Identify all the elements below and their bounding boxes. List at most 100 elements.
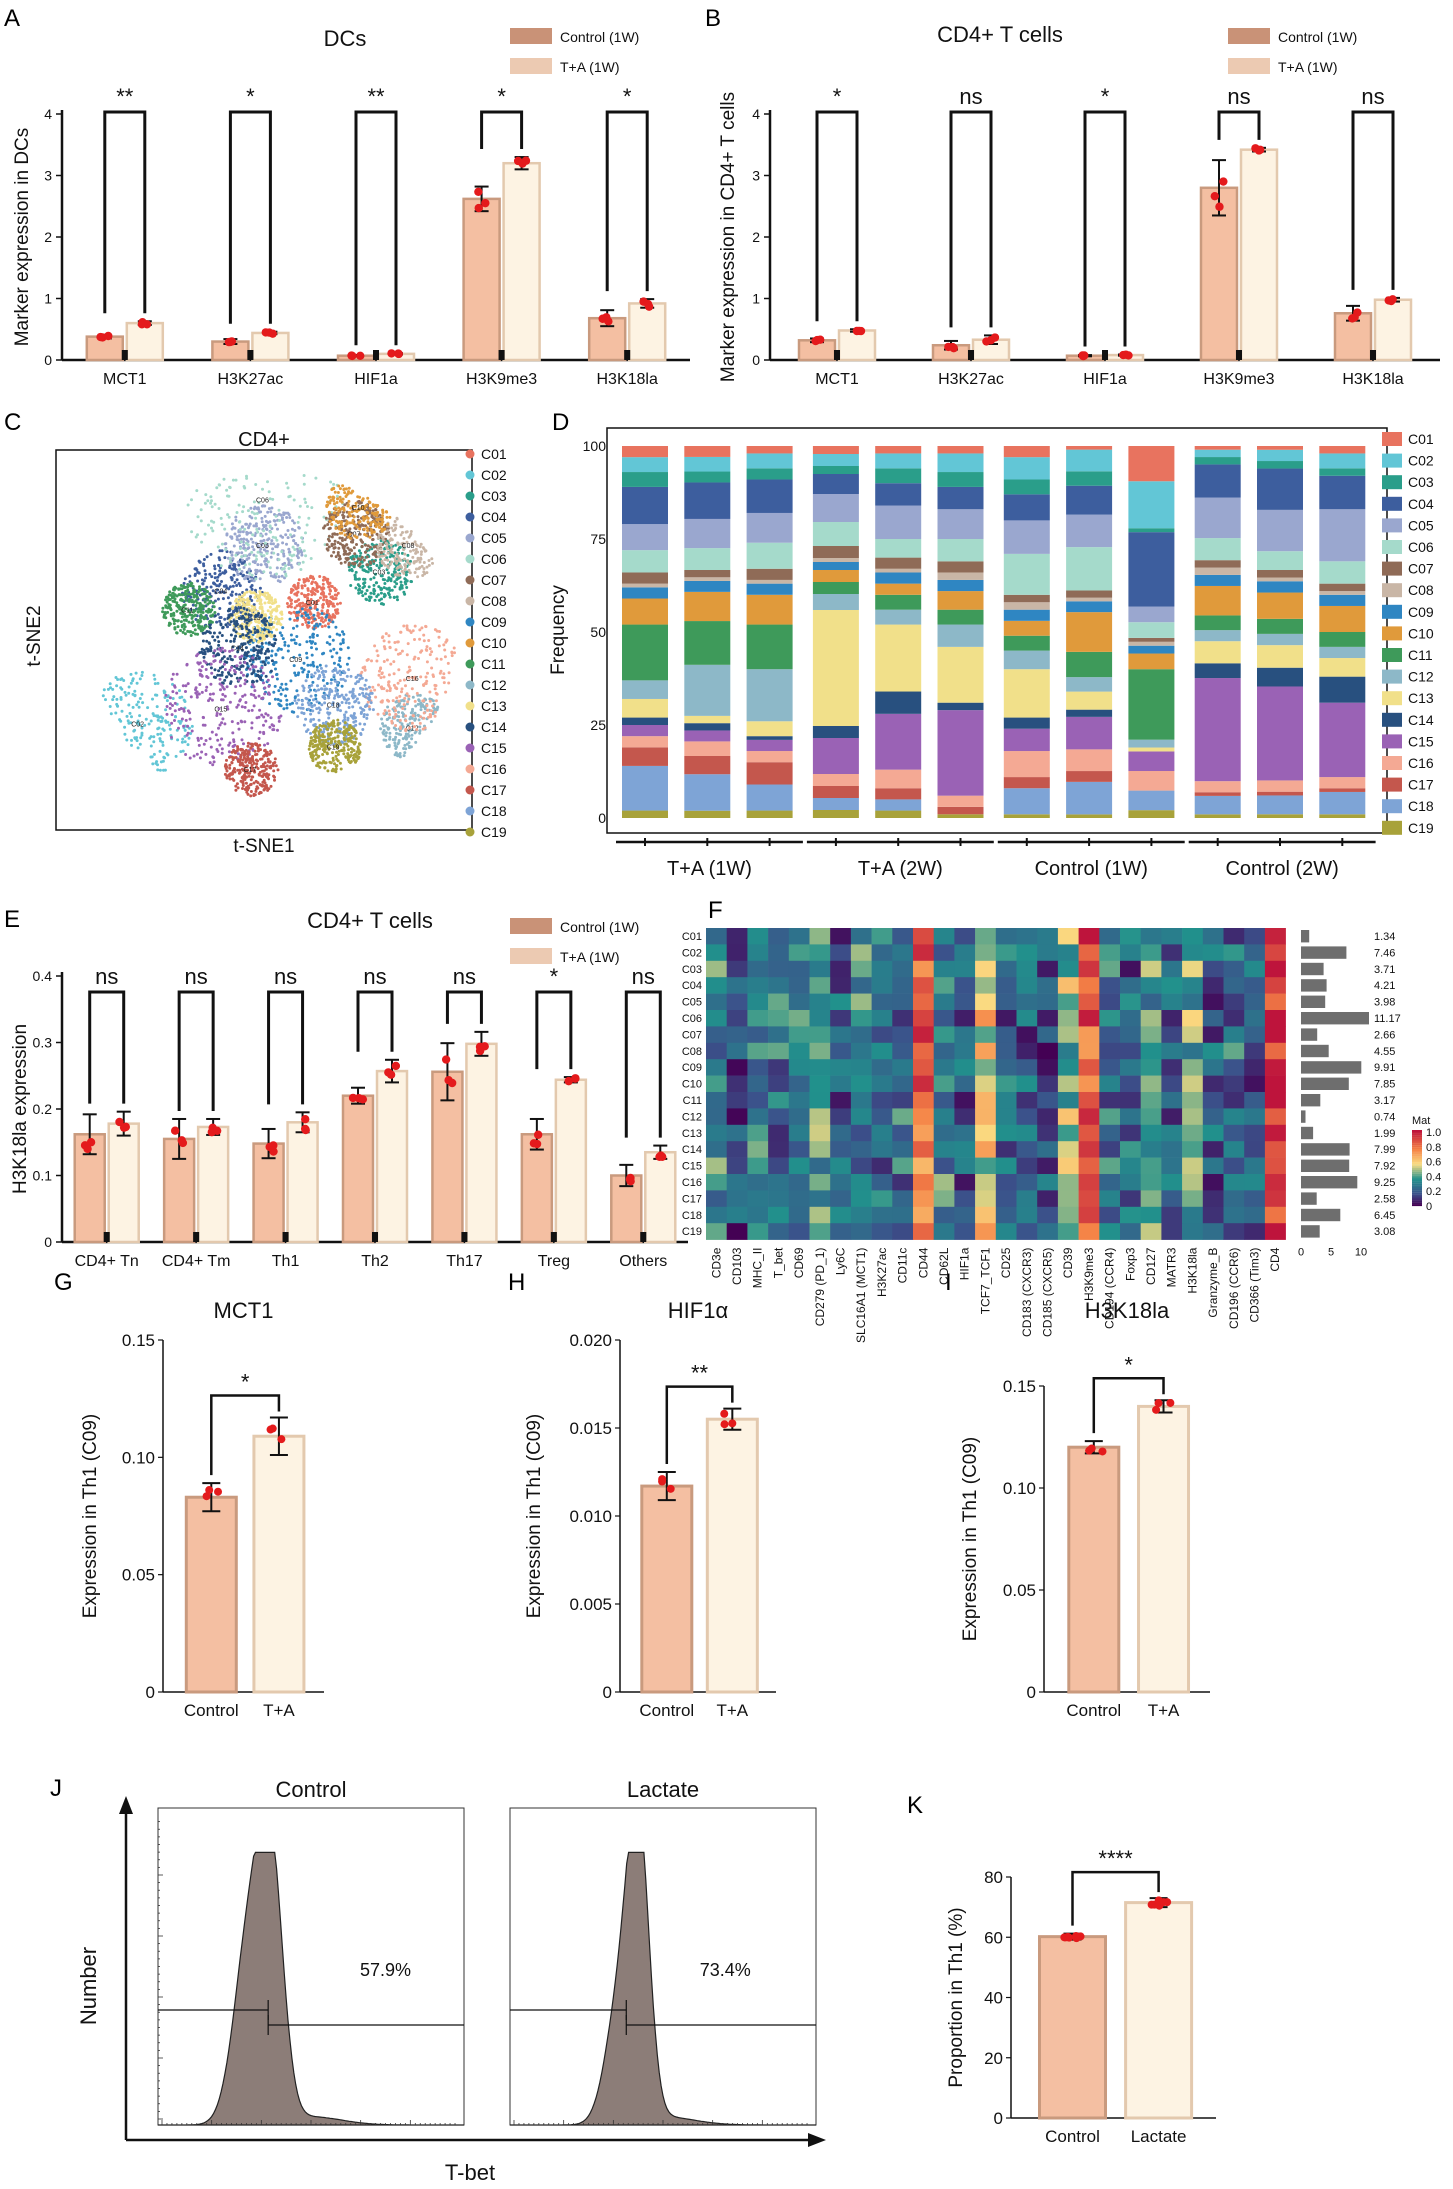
tsne-point [343,560,347,564]
tsne-point [318,575,322,578]
tsne-point [238,567,242,571]
tsne-point [253,595,257,599]
tsne-point [338,601,342,605]
tsne-point [327,696,331,700]
tsne-point [228,564,232,568]
tsne-point [330,689,334,693]
tsne-point [359,706,363,710]
legend-dot [465,491,475,501]
tsne-point [276,527,279,531]
tsne-point [171,672,175,676]
tsne-point [244,781,248,785]
legend-label: C02 [481,467,507,483]
tsne-point [254,696,258,700]
tsne-point [338,656,342,660]
stack-segment-C12 [746,669,793,722]
tsne-point [393,559,397,563]
tsne-point [382,675,386,679]
tsne-point [333,542,337,546]
tsne-point [253,627,257,631]
tsne-point [225,758,228,762]
tsne-point [394,735,398,739]
tsne-point [208,626,212,630]
tsne-point [430,557,434,561]
tsne-point [442,643,446,647]
stack-segment-C06 [1066,547,1113,591]
tsne-point [363,668,367,672]
stack-segment-C11 [1194,615,1241,631]
tsne-point [186,743,190,747]
tsne-point [310,653,314,657]
tsne-point [347,706,351,709]
tsne-point [391,699,395,703]
tsne-point [276,579,280,583]
tsne-point [323,701,327,705]
stack-segment-C02 [622,457,668,473]
tsne-point [318,734,322,738]
stack-segment-C19 [875,810,922,818]
panel-letter-i: I [945,1269,952,1296]
tsne-point [395,582,399,586]
tsne-point [269,530,273,534]
tsne-point [156,768,160,772]
tsne-point [336,718,340,722]
tsne-point [213,659,217,663]
tsne-point [249,648,253,652]
tsne-point [433,687,437,691]
tsne-point [239,540,243,544]
stack-segment-C19 [1194,814,1241,818]
tsne-point [104,698,107,702]
tsne-point [354,737,358,741]
tsne-point [360,544,364,548]
tsne-point [313,671,317,675]
legend-dot [465,827,475,837]
tsne-point [393,533,397,537]
tsne-point [244,575,248,579]
tsne-point [417,718,421,722]
tsne-point [251,533,255,537]
tsne-point [187,726,191,730]
tsne-point [385,689,389,693]
cluster-tag: C01 [306,600,319,607]
tsne-point [241,694,245,698]
tsne-point [249,531,253,535]
x-tick-label: HIF1a [1083,371,1127,388]
tsne-point [243,527,247,531]
tsne-point [313,600,317,604]
tsne-point [406,700,410,704]
tsne-point [195,752,199,756]
tsne-point [328,599,332,603]
tsne-point [176,619,180,623]
tsne-point [180,625,184,629]
tsne-point [312,723,316,727]
tsne-point [363,683,367,687]
tsne-point [163,690,167,694]
tsne-point [342,738,346,741]
tsne-point [420,649,424,653]
legend-swatch [1228,28,1270,44]
tsne-point [270,506,274,510]
tsne-point [190,498,193,502]
stack-segment-C10 [1194,585,1241,616]
tsne-point [243,682,247,686]
tsne-point [220,634,224,637]
stack-segment-C11 [622,624,668,681]
tsne-point [293,699,297,702]
tsne-point [281,541,285,545]
tsne-point [388,548,392,552]
tsne-point [231,777,235,781]
stack-segment-C12 [1128,739,1175,748]
tsne-point [396,559,399,563]
tsne-point [254,568,258,572]
tsne-point [183,577,187,581]
tsne-point [274,536,278,540]
tsne-point [130,715,133,719]
tsne-point [327,716,331,720]
tsne-point [213,611,217,614]
tsne-point [346,646,350,650]
tsne-point [220,747,224,751]
tsne-point [201,639,205,643]
tsne-point [341,731,345,734]
tsne-point [309,557,313,560]
tsne-point [203,569,207,573]
